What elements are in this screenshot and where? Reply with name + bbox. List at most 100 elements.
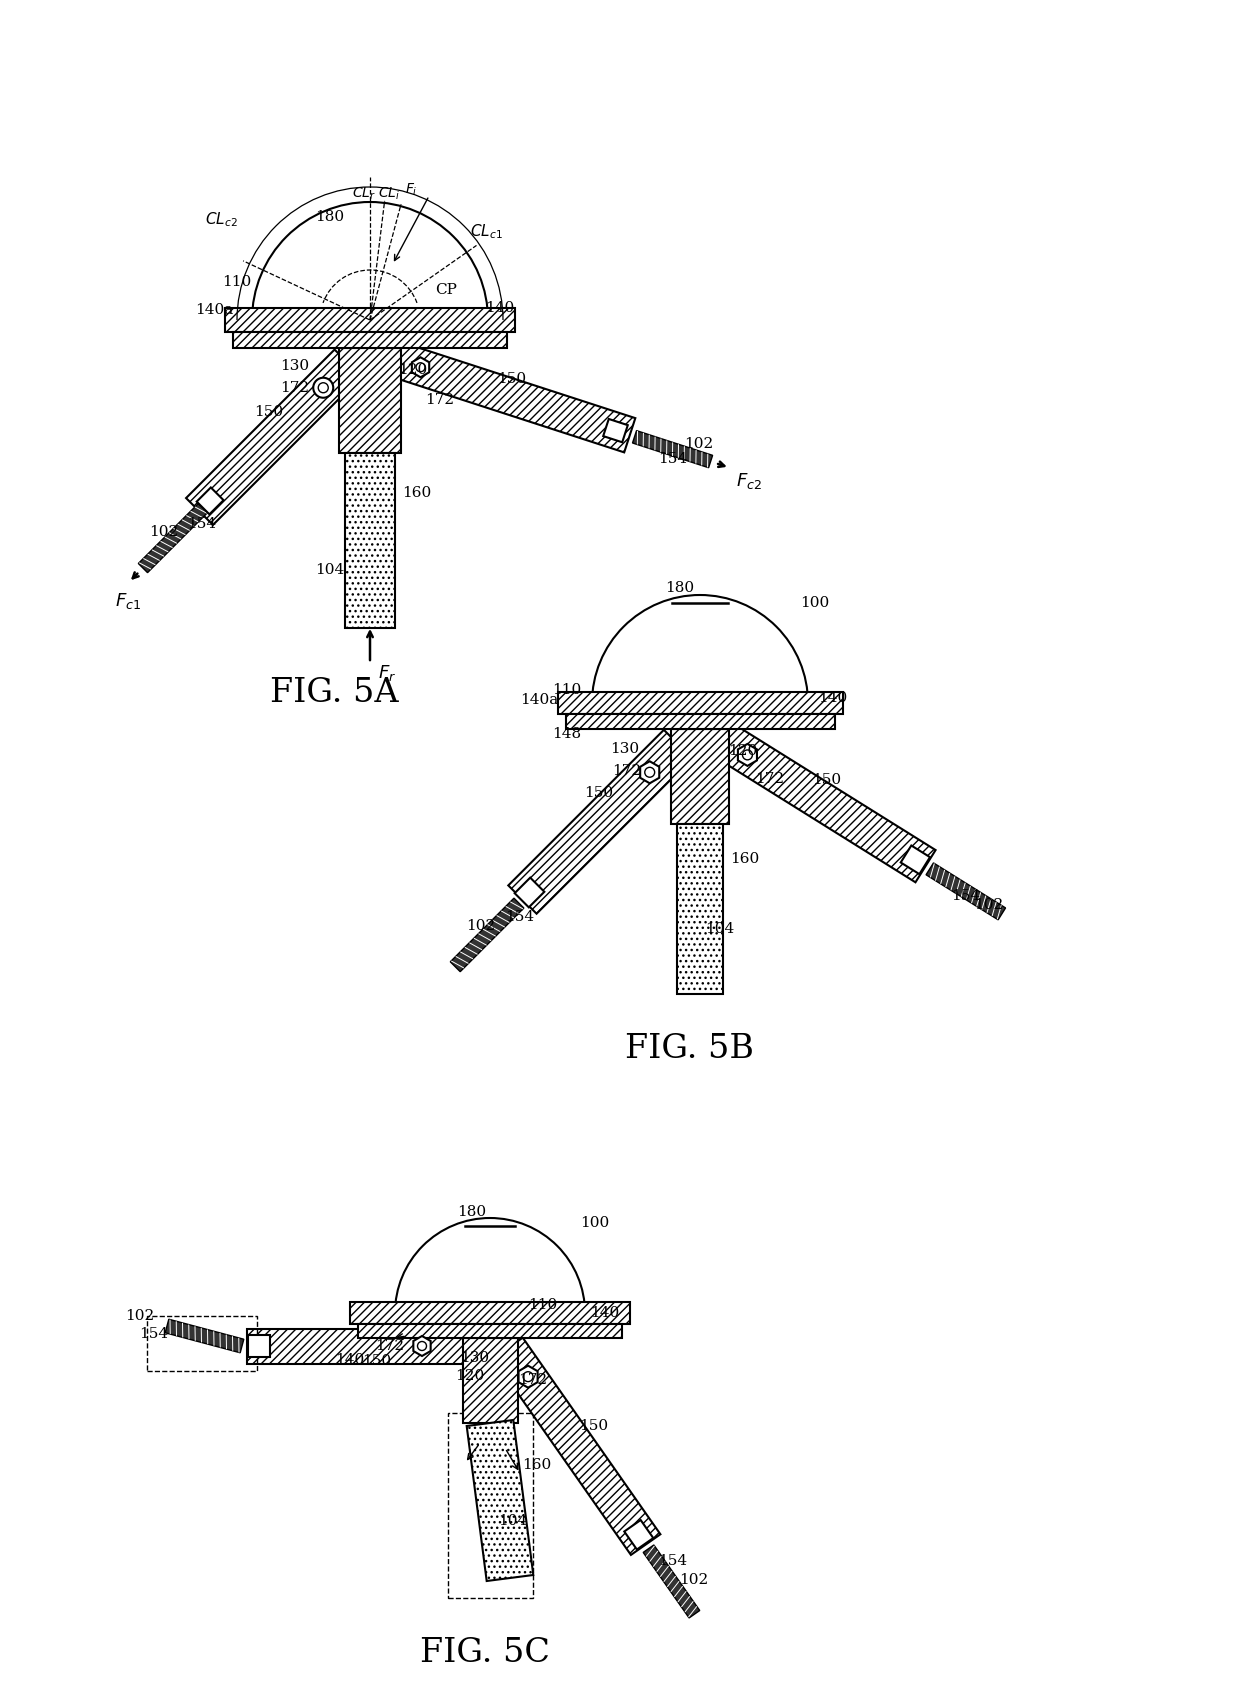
Text: 120: 120 [728, 744, 758, 758]
Text: 110: 110 [552, 683, 582, 697]
Text: 110: 110 [222, 274, 252, 290]
Polygon shape [387, 341, 635, 453]
Text: 154: 154 [187, 518, 216, 531]
Text: 154: 154 [658, 451, 687, 467]
Text: $F_{c2}$: $F_{c2}$ [737, 472, 763, 490]
Polygon shape [603, 419, 627, 443]
Bar [345, 453, 396, 628]
Bar [148, 1316, 257, 1371]
Polygon shape [518, 1366, 538, 1388]
Text: 140: 140 [818, 691, 847, 705]
Text: 180: 180 [666, 581, 694, 594]
Text: 180: 180 [458, 1206, 486, 1219]
Text: 172: 172 [280, 381, 309, 395]
Text: FIG. 5A: FIG. 5A [270, 678, 398, 708]
Text: 148: 148 [552, 727, 582, 741]
Text: FIG. 5C: FIG. 5C [420, 1637, 549, 1669]
Text: 102: 102 [466, 918, 496, 933]
Text: $CL_r$: $CL_r$ [352, 186, 376, 203]
Bar [224, 308, 515, 332]
Text: 160: 160 [730, 852, 759, 867]
Polygon shape [632, 431, 713, 468]
Text: 120: 120 [398, 363, 428, 376]
Text: 154: 154 [139, 1327, 169, 1340]
Wedge shape [591, 594, 808, 703]
Text: 140: 140 [485, 301, 515, 315]
Bar [565, 714, 835, 729]
Text: 102: 102 [149, 525, 179, 538]
Text: 102: 102 [684, 438, 713, 451]
Circle shape [418, 1342, 427, 1350]
Polygon shape [139, 504, 207, 572]
Text: 180: 180 [315, 209, 345, 225]
Polygon shape [494, 1337, 661, 1555]
Polygon shape [738, 744, 756, 766]
Text: 154: 154 [951, 889, 981, 903]
Bar [233, 332, 507, 347]
Text: 120: 120 [455, 1369, 485, 1383]
Circle shape [645, 768, 655, 777]
Polygon shape [900, 845, 930, 874]
Text: 110: 110 [528, 1298, 557, 1311]
Text: 172: 172 [425, 393, 454, 407]
Text: 172: 172 [518, 1373, 547, 1386]
Text: 160: 160 [402, 485, 432, 501]
Circle shape [523, 1371, 533, 1381]
Text: $F_{c1}$: $F_{c1}$ [115, 591, 141, 611]
Text: 150: 150 [579, 1419, 608, 1434]
Text: CP: CP [435, 283, 456, 296]
Bar [677, 824, 723, 995]
Text: 100: 100 [800, 596, 830, 610]
Polygon shape [165, 1320, 244, 1352]
Text: $CL_{c2}$: $CL_{c2}$ [205, 211, 238, 230]
Text: 150: 150 [584, 785, 614, 800]
Text: 130: 130 [610, 743, 639, 756]
Circle shape [319, 383, 329, 393]
Polygon shape [197, 487, 223, 514]
Polygon shape [466, 1420, 533, 1580]
Bar [558, 691, 842, 714]
Text: $F_r$: $F_r$ [378, 662, 397, 683]
Text: 150: 150 [812, 773, 841, 787]
Text: 140a: 140a [195, 303, 233, 317]
Text: 104: 104 [706, 921, 734, 937]
Text: 102: 102 [680, 1572, 708, 1587]
Polygon shape [247, 1328, 472, 1364]
Bar [671, 729, 729, 824]
Polygon shape [413, 1335, 430, 1356]
Text: 172: 172 [374, 1339, 404, 1352]
Text: $CL_i$: $CL_i$ [378, 186, 401, 203]
Polygon shape [926, 863, 1006, 920]
Text: 150: 150 [254, 405, 284, 419]
Polygon shape [248, 1335, 270, 1357]
Polygon shape [640, 761, 660, 783]
Bar [463, 1339, 517, 1424]
Text: 172: 172 [755, 771, 784, 787]
Text: 150: 150 [497, 371, 526, 387]
Circle shape [417, 363, 425, 371]
Text: 154: 154 [505, 909, 534, 925]
Circle shape [314, 378, 334, 399]
Wedge shape [396, 1218, 585, 1313]
Text: 140: 140 [335, 1352, 365, 1368]
Polygon shape [644, 1545, 699, 1618]
Polygon shape [515, 877, 544, 908]
Polygon shape [186, 349, 361, 525]
Text: 140: 140 [590, 1306, 619, 1320]
Text: 130: 130 [280, 359, 309, 373]
Bar [350, 1303, 630, 1323]
Circle shape [743, 749, 753, 760]
Bar [358, 1323, 622, 1339]
Text: 140a: 140a [520, 693, 558, 707]
Polygon shape [624, 1521, 653, 1550]
Text: 104: 104 [315, 564, 345, 577]
Text: FIG. 5B: FIG. 5B [625, 1034, 754, 1064]
Wedge shape [252, 203, 489, 320]
Text: 104: 104 [498, 1514, 527, 1528]
Text: 172: 172 [613, 765, 641, 778]
Text: 102: 102 [125, 1310, 154, 1323]
Bar [448, 1413, 532, 1597]
Text: 102: 102 [975, 897, 1003, 913]
Polygon shape [508, 731, 692, 915]
Text: $CL_{c1}$: $CL_{c1}$ [470, 223, 502, 242]
